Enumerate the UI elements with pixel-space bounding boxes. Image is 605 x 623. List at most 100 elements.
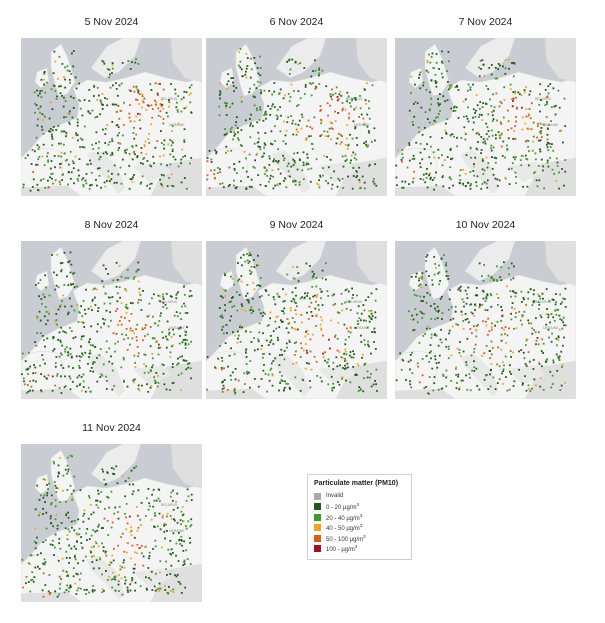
station-marker — [288, 341, 291, 343]
station-marker — [272, 103, 274, 106]
station-marker — [85, 288, 87, 291]
station-marker — [363, 339, 366, 341]
station-marker — [234, 124, 237, 127]
station-marker — [135, 86, 138, 89]
station-marker — [334, 334, 337, 337]
station-marker — [287, 170, 290, 173]
station-marker — [162, 88, 165, 91]
station-marker — [90, 546, 93, 549]
station-marker — [488, 330, 491, 332]
station-marker — [76, 573, 79, 576]
station-marker — [478, 75, 481, 78]
station-marker — [150, 104, 153, 107]
station-marker — [562, 316, 565, 319]
station-marker — [114, 506, 117, 509]
station-marker — [269, 335, 272, 337]
station-marker — [496, 382, 499, 384]
station-marker — [450, 380, 453, 382]
station-marker — [445, 122, 447, 125]
station-marker — [461, 313, 463, 316]
station-marker — [561, 366, 563, 368]
station-marker — [88, 496, 91, 499]
station-marker — [341, 155, 344, 158]
station-marker — [88, 341, 91, 344]
station-marker — [280, 348, 283, 351]
station-marker — [153, 376, 155, 379]
station-marker — [101, 280, 104, 283]
station-marker — [429, 293, 431, 296]
station-marker — [527, 351, 530, 353]
station-marker — [175, 297, 178, 300]
station-marker — [129, 68, 132, 70]
station-marker — [558, 106, 561, 109]
station-marker — [73, 529, 76, 532]
station-marker — [498, 378, 501, 380]
station-marker — [135, 115, 138, 118]
station-marker — [247, 299, 250, 302]
station-marker — [224, 128, 226, 130]
station-marker — [89, 349, 91, 352]
country-label: UKRAINE — [169, 529, 185, 533]
station-marker — [96, 330, 99, 333]
station-marker — [556, 165, 559, 167]
station-marker — [138, 93, 141, 95]
station-marker — [499, 121, 502, 124]
station-marker — [315, 158, 318, 161]
station-marker — [98, 174, 101, 177]
station-marker — [124, 512, 126, 515]
station-marker — [489, 373, 491, 376]
station-marker — [493, 156, 496, 159]
station-marker — [453, 135, 455, 138]
station-marker — [554, 303, 557, 306]
station-marker — [345, 359, 347, 362]
station-marker — [252, 95, 255, 98]
station-marker — [218, 114, 221, 117]
station-marker — [454, 86, 457, 88]
map-panel: 7 Nov 2024 UKRAINE BELARUS — [395, 16, 576, 196]
station-marker — [78, 99, 80, 101]
station-marker — [157, 83, 160, 85]
station-marker — [189, 537, 191, 539]
station-marker — [49, 592, 51, 595]
station-marker — [241, 326, 243, 329]
station-marker — [148, 314, 151, 317]
station-marker — [563, 336, 565, 339]
station-marker — [112, 571, 114, 574]
station-marker — [515, 327, 518, 330]
station-marker — [206, 160, 209, 163]
station-marker — [89, 184, 91, 187]
station-marker — [51, 375, 54, 378]
station-marker — [67, 456, 69, 459]
station-marker — [54, 60, 57, 63]
station-marker — [142, 158, 145, 160]
station-marker — [258, 308, 261, 311]
station-marker — [311, 270, 314, 273]
station-marker — [111, 296, 114, 298]
station-marker — [463, 115, 465, 118]
station-marker — [235, 187, 237, 190]
station-marker — [356, 144, 359, 146]
station-marker — [55, 284, 58, 287]
station-marker — [438, 361, 440, 364]
station-marker — [337, 381, 339, 383]
station-marker — [447, 278, 450, 280]
station-marker — [546, 161, 549, 164]
station-marker — [430, 103, 433, 106]
station-marker — [171, 363, 174, 365]
station-marker — [108, 76, 111, 79]
station-marker — [106, 104, 109, 107]
station-marker — [126, 385, 129, 388]
station-marker — [108, 68, 111, 71]
station-marker — [31, 186, 34, 188]
station-marker — [293, 321, 296, 323]
station-marker — [473, 348, 476, 350]
station-marker — [30, 579, 32, 582]
station-marker — [50, 160, 53, 162]
station-marker — [411, 158, 414, 160]
station-marker — [47, 159, 50, 162]
station-marker — [319, 135, 322, 137]
station-marker — [496, 293, 498, 296]
station-marker — [287, 93, 290, 95]
station-marker — [147, 488, 150, 490]
station-marker — [241, 264, 243, 267]
